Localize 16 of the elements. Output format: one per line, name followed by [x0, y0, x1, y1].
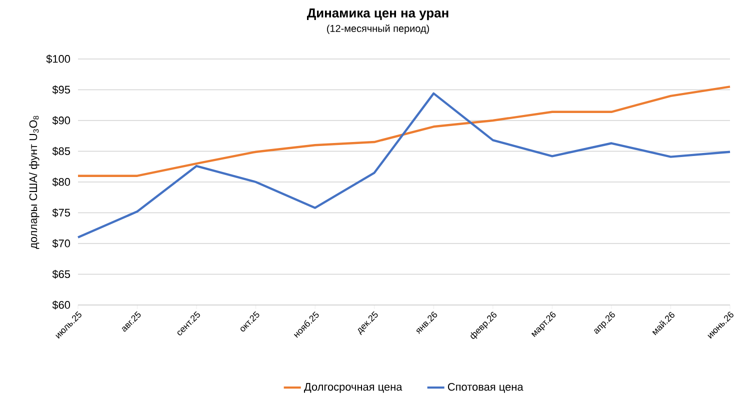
y-tick-label: $80 [52, 178, 70, 186]
chart-title: Динамика цен на уран [307, 8, 448, 20]
chart-subtitle: (12-месячный период) [327, 24, 429, 34]
y-axis-title: доллары США/ фунт U$_{3}$O$_{8}$ [29, 116, 40, 249]
legend-label: Спотовая цена [448, 382, 524, 393]
y-tick-label: $60 [52, 300, 70, 310]
line-series [76, 86, 732, 177]
y-tick-label: $75 [52, 208, 70, 218]
y-tick-label: $65 [52, 270, 70, 279]
y-tick-label: $90 [52, 116, 70, 125]
y-tick-label: $85 [52, 146, 70, 156]
y-tick-label: $100 [46, 54, 70, 64]
y-tick-label: $95 [52, 85, 70, 94]
y-tick-label: $70 [52, 239, 70, 248]
line-series [76, 92, 732, 238]
legend-label: Долгосрочная цена [304, 383, 402, 393]
